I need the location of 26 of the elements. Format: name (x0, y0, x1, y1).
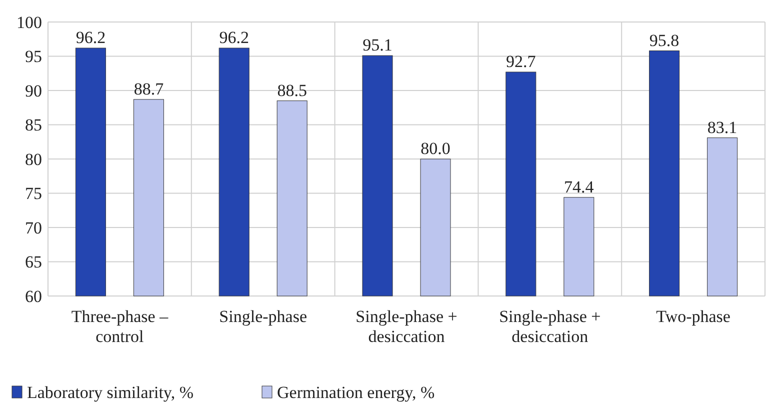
legend-label: Laboratory similarity, % (27, 383, 194, 402)
data-label: 96.2 (219, 28, 249, 48)
data-label: 83.1 (707, 118, 738, 137)
data-label: 95.1 (362, 36, 392, 55)
data-label: 95.8 (649, 30, 680, 50)
y-tick-label: 95 (25, 47, 42, 66)
x-tick-label: Single-phase + desiccation (356, 307, 458, 346)
x-tick-label: Three-phase – control (71, 307, 169, 346)
data-label: 88.7 (134, 79, 164, 98)
x-tick-label: Two-phase (656, 307, 730, 326)
y-tick-label: 60 (25, 286, 42, 306)
data-label: 92.7 (506, 52, 536, 72)
data-label: 74.4 (564, 177, 594, 196)
legend-label: Germination energy, % (277, 383, 435, 402)
data-label: 96.2 (76, 28, 106, 48)
y-tick-label: 80 (25, 150, 42, 169)
x-tick-label: Single-phase (219, 307, 308, 326)
data-label: 88.5 (277, 80, 307, 100)
data-label: 80.0 (420, 139, 450, 158)
y-tick-label: 70 (25, 218, 42, 238)
y-tick-label: 85 (25, 116, 42, 135)
y-tick-label: 75 (25, 184, 42, 204)
x-tick-label: Single-phase + desiccation (499, 307, 601, 346)
y-tick-label: 100 (16, 12, 42, 32)
y-tick-label: 65 (25, 252, 42, 272)
y-tick-label: 90 (25, 81, 42, 100)
